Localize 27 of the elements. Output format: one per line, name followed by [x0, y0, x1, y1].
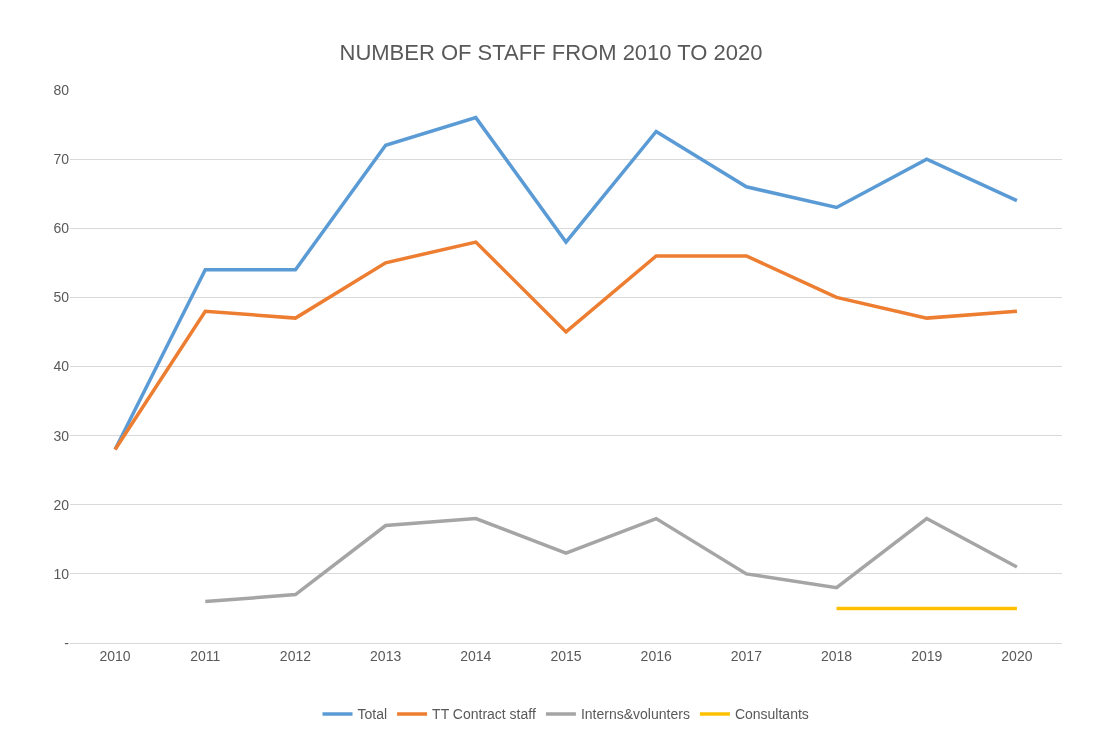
y-tick-label: -	[64, 634, 70, 651]
line-series	[203, 516, 1019, 604]
x-tick-label: 2013	[370, 647, 402, 664]
y-tick-label: 80	[53, 81, 70, 98]
legend-label: Interns&volunters	[580, 706, 690, 723]
x-tick-label: 2014	[460, 647, 492, 664]
x-tick-label: 2015	[550, 647, 582, 664]
y-tick-label: 60	[53, 220, 70, 237]
x-tick-label: 2016	[640, 647, 672, 664]
y-tick-label: 40	[53, 358, 70, 375]
y-tick-label: 50	[53, 289, 70, 306]
y-tick-label: 30	[53, 427, 70, 444]
x-tick-label: 2019	[911, 647, 943, 664]
x-tick-label: 2012	[279, 647, 312, 664]
legend-label: TT Contract staff	[432, 706, 536, 723]
x-tick-label: 2017	[730, 647, 763, 664]
x-tick-label: 2011	[190, 647, 221, 664]
line-series	[113, 240, 1019, 452]
x-tick-label: 2010	[99, 647, 131, 664]
y-tick-label: 70	[53, 151, 70, 168]
x-tick-label: 2020	[1001, 647, 1033, 664]
chart-title: NUMBER OF STAFF FROM 2010 TO 2020	[339, 39, 763, 65]
legend-label: Consultants	[734, 706, 809, 723]
y-tick-label: 20	[53, 496, 70, 513]
legend-label: Total	[357, 706, 388, 723]
x-tick-label: 2018	[820, 647, 853, 664]
y-tick-label: 10	[53, 565, 70, 582]
